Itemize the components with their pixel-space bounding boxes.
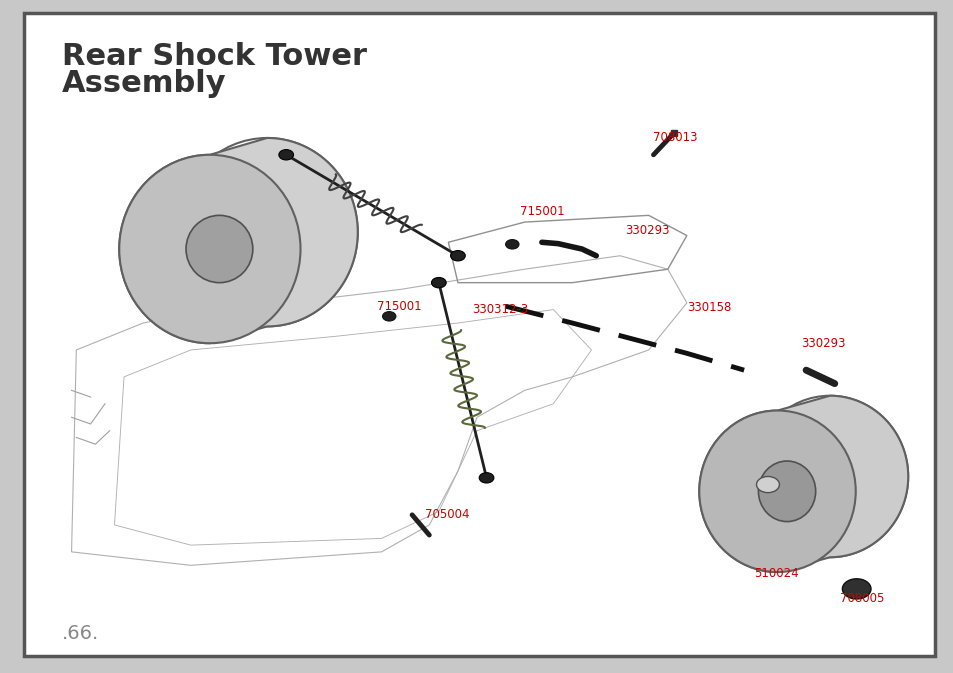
Text: 705004: 705004 (424, 508, 469, 522)
Text: 330312-3: 330312-3 (472, 303, 528, 316)
Text: 708005: 708005 (839, 592, 883, 606)
FancyBboxPatch shape (24, 13, 934, 656)
Text: 715001: 715001 (519, 205, 564, 219)
Circle shape (756, 476, 779, 493)
Text: 715001: 715001 (376, 299, 421, 313)
Text: 330293: 330293 (624, 223, 669, 237)
Text: .66.: .66. (62, 624, 99, 643)
Polygon shape (119, 138, 357, 343)
Ellipse shape (758, 461, 815, 522)
Text: 510024: 510024 (753, 567, 798, 580)
Circle shape (382, 312, 395, 321)
Text: Assembly: Assembly (62, 69, 227, 98)
Circle shape (478, 472, 494, 483)
Polygon shape (699, 396, 907, 572)
Ellipse shape (699, 411, 855, 572)
Ellipse shape (186, 215, 253, 283)
Circle shape (505, 240, 518, 249)
Circle shape (450, 250, 465, 261)
Circle shape (278, 149, 294, 160)
Text: 330158: 330158 (686, 301, 731, 314)
Circle shape (431, 277, 446, 288)
Text: 708013: 708013 (653, 131, 698, 145)
Circle shape (841, 579, 870, 599)
Text: Rear Shock Tower: Rear Shock Tower (62, 42, 367, 71)
Text: 330293: 330293 (801, 336, 845, 350)
Ellipse shape (119, 155, 300, 343)
